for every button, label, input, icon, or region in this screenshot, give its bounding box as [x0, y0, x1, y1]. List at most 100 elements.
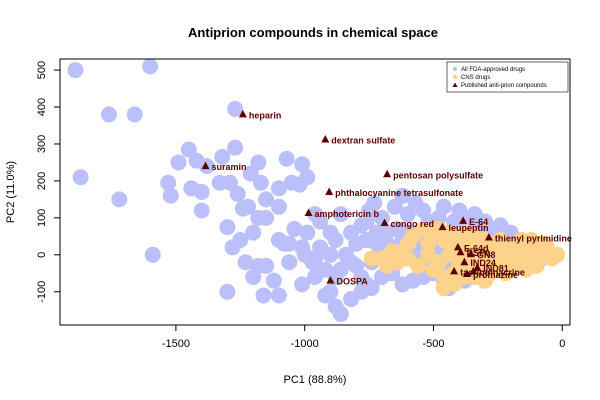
legend-marker-fda	[452, 66, 458, 72]
x-tick-label: -1000	[291, 338, 319, 350]
cns-drug-point	[497, 265, 514, 282]
compound-label: heparin	[249, 110, 282, 120]
fda-drug-point	[294, 156, 311, 173]
fda-drug-point	[258, 209, 275, 226]
antiprion-compound-point	[462, 269, 471, 278]
fda-drug-point	[294, 276, 311, 293]
antiprion-compound-point	[201, 161, 210, 170]
fda-drug-point	[252, 174, 269, 191]
compound-label: dextran sulfate	[331, 136, 395, 146]
y-tick-label: 400	[36, 98, 48, 116]
compound-label: DSPA	[467, 248, 492, 258]
fda-drug-point	[144, 246, 161, 263]
antiprion-compound-point	[466, 249, 475, 258]
antiprion-compound-point	[380, 218, 389, 227]
fda-drug-point	[386, 198, 403, 215]
fda-drug-point	[193, 202, 210, 219]
x-tick-label: -1500	[162, 338, 190, 350]
antiprion-compound-point	[473, 263, 482, 271]
compound-label: IND24	[470, 258, 496, 268]
cns-drug-point	[538, 239, 555, 256]
antiprion-compound-point	[484, 232, 493, 241]
fda-drug-point	[229, 185, 246, 202]
compound-label: pentosan polysulfate	[393, 170, 483, 180]
antiprion-labels-layer: heparin dextran sulfate suramin pentosan po…	[212, 110, 572, 286]
cns-drug-point	[420, 235, 437, 252]
fda-drug-point	[255, 287, 272, 304]
fda-drug-point	[227, 100, 244, 117]
antiprion-compound-point	[456, 247, 465, 256]
fda-drug-point	[358, 213, 375, 230]
fda-drug-point	[394, 187, 411, 204]
fda-drug-point	[270, 287, 287, 304]
y-tick-label: 200	[36, 172, 48, 190]
x-tick-label: 0	[559, 338, 565, 350]
fda-drug-point	[126, 106, 143, 123]
y-axis: -100 0 100 200 300 400 500	[36, 61, 61, 303]
antiprion-compound-point	[450, 266, 459, 275]
fda-drug-point	[219, 283, 236, 300]
legend-label-antiprion: Published anti-prion compounds	[461, 83, 547, 89]
fda-drug-point	[435, 198, 452, 215]
fda-drug-point	[317, 261, 334, 278]
y-tick-label: 100	[36, 209, 48, 227]
y-tick-label: 500	[36, 61, 48, 79]
fda-drug-point	[307, 250, 323, 267]
antiprion-compound-point	[460, 257, 469, 266]
fda-drug-point	[281, 254, 298, 271]
antiprion-compound-point	[453, 242, 462, 251]
compound-label: quinacrine	[479, 267, 525, 277]
plot-frame	[59, 58, 571, 326]
fda-drug-point	[180, 141, 197, 158]
fda-drug-point	[142, 58, 159, 75]
fda-drug-point	[276, 235, 293, 252]
compound-label: tacrine	[460, 267, 490, 277]
antiprion-compound-point	[304, 208, 313, 217]
fda-drug-point	[270, 198, 287, 215]
fda-drug-point	[399, 206, 416, 223]
y-tick-label: -100	[36, 281, 48, 303]
compound-label: E-64	[469, 217, 488, 227]
fda-drug-point	[234, 200, 251, 217]
fda-drug-point	[160, 174, 177, 191]
legend-marker-antiprion	[452, 82, 458, 87]
antiprion-compound-point	[238, 109, 247, 118]
x-axis-label: PC1 (88.8%)	[284, 374, 347, 386]
fda-drug-point	[232, 232, 249, 249]
fda-drug-point	[366, 195, 383, 212]
fda-drug-point	[389, 220, 406, 237]
fda-drug-point	[227, 139, 244, 156]
legend-label-fda: All FDA-approved drugs	[461, 67, 525, 73]
antiprion-compound-point	[469, 266, 478, 275]
compound-label: leupeptin	[449, 223, 489, 233]
antiprion-compound-point	[438, 222, 447, 231]
cns-drug-point	[528, 257, 545, 274]
fda-drug-point	[162, 187, 179, 204]
fda-drug-point	[250, 154, 267, 171]
chart-title: Antiprion compounds in chemical space	[188, 25, 438, 40]
fda-drug-point	[111, 191, 128, 208]
x-axis: -1500 -1000 -500 0	[162, 324, 565, 350]
fda-drug-point	[286, 220, 303, 237]
y-tick-label: 300	[36, 135, 48, 153]
fda-drug-point	[327, 232, 344, 249]
fda-drug-point	[222, 174, 238, 191]
y-tick-label: 0	[36, 252, 48, 258]
legend-label-cns: CNS drugs	[461, 75, 490, 81]
compound-label: thienyl pyrimidine	[495, 233, 572, 243]
legend-box	[446, 61, 569, 93]
compound-label: GN8	[477, 250, 496, 260]
legend-marker-cns	[452, 74, 458, 80]
compound-label: amphotericin b	[315, 209, 380, 219]
fda-drug-point	[322, 246, 339, 263]
compound-label: congo red	[391, 219, 435, 229]
cns-drug-point	[415, 220, 432, 237]
antiprion-compound-point	[321, 135, 330, 143]
fda-drug-point	[100, 106, 117, 123]
cns-drug-point	[477, 272, 493, 289]
fda-drug-point	[299, 169, 316, 186]
fda-drug-point	[72, 169, 89, 186]
fda-drug-point	[242, 165, 259, 182]
compound-label: DOSPA	[336, 277, 368, 287]
